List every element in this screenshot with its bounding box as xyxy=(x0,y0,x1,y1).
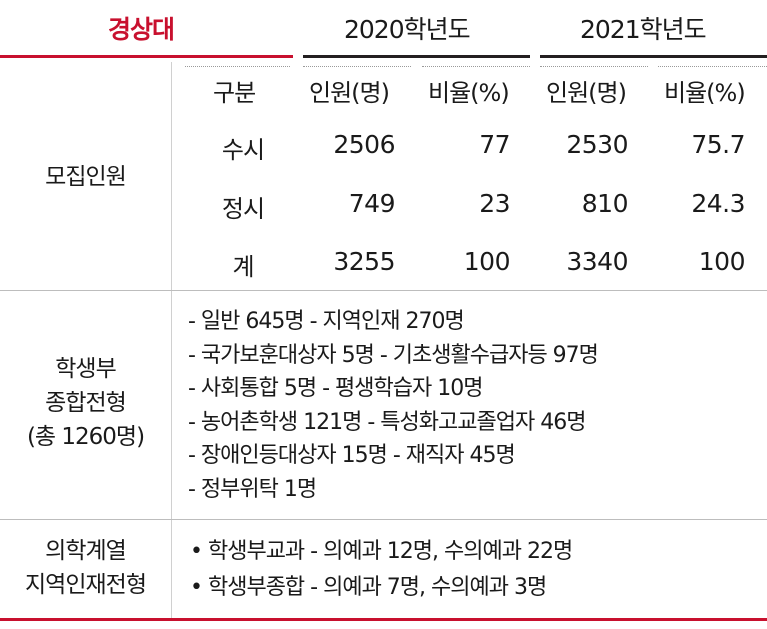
comprehensive-list: - 일반 645명 - 지역인재 270명 - 국가보훈대상자 5명 - 기초생… xyxy=(188,305,599,506)
cell-count-2020: 2506 xyxy=(333,130,395,159)
col-divider xyxy=(303,66,411,68)
year-2021-underline xyxy=(540,55,767,58)
col-divider xyxy=(658,66,767,68)
list-item: - 장애인등대상자 15명 - 재직자 45명 xyxy=(188,443,516,468)
list-item: - 일반 645명 - 지역인재 270명 xyxy=(188,309,465,334)
brand-underline xyxy=(0,55,293,58)
row-division: 수시 xyxy=(221,136,265,164)
comprehensive-label-line2: 종합전형 xyxy=(45,390,127,416)
comprehensive-label-line3: (총 1260명) xyxy=(26,424,145,450)
col-ratio-2020: 비율(%) xyxy=(428,79,510,107)
list-item: - 국가보훈대상자 5명 - 기초생활수급자등 97명 xyxy=(188,342,599,368)
col-divider xyxy=(422,66,530,68)
col-divider xyxy=(540,66,648,68)
col-division: 구분 xyxy=(213,79,256,107)
cell-count-2021: 810 xyxy=(581,189,629,218)
list-item: - 사회통합 5명 - 평생학습자 10명 xyxy=(188,376,483,401)
col-divider xyxy=(185,66,290,68)
label-column-divider xyxy=(171,520,172,618)
medical-label-line2: 지역인재전형 xyxy=(25,572,147,598)
medical-list: • 학생부교과 - 의예과 12명, 수의예과 22명 • 학생부종합 - 의예… xyxy=(190,534,573,606)
cell-ratio-2020: 100 xyxy=(463,247,511,276)
comprehensive-label-line1: 학생부 xyxy=(55,356,116,382)
section-divider xyxy=(0,519,767,520)
cell-ratio-2021: 75.7 xyxy=(691,130,745,159)
row-division: 정시 xyxy=(221,195,265,223)
cell-count-2020: 3255 xyxy=(333,247,395,276)
list-item: • 학생부교과 - 의예과 12명, 수의예과 22명 xyxy=(190,539,573,564)
year-2021-header: 2021학년도 xyxy=(580,15,707,44)
cell-ratio-2020: 77 xyxy=(479,130,510,159)
year-2020-header: 2020학년도 xyxy=(344,15,471,44)
section-divider xyxy=(0,290,767,291)
university-name: 경상대 xyxy=(108,15,175,44)
row-division: 계 xyxy=(232,253,254,281)
label-column-divider xyxy=(171,62,172,290)
cell-count-2020: 749 xyxy=(348,189,396,218)
col-ratio-2021: 비율(%) xyxy=(664,79,746,107)
comprehensive-label: 학생부 종합전형 (총 1260명) xyxy=(0,352,171,454)
cell-ratio-2021: 24.3 xyxy=(691,189,745,218)
medical-label: 의학계열 지역인재전형 xyxy=(0,534,171,602)
medical-label-line1: 의학계열 xyxy=(45,538,127,564)
cell-ratio-2021: 100 xyxy=(698,247,746,276)
cell-count-2021: 3340 xyxy=(566,247,628,276)
col-count-2021: 인원(명) xyxy=(546,79,627,107)
list-item: • 학생부종합 - 의예과 7명, 수의예과 3명 xyxy=(190,575,547,600)
year-2020-underline xyxy=(303,55,530,58)
label-column-divider xyxy=(171,291,172,519)
cell-count-2021: 2530 xyxy=(566,130,628,159)
recruitment-label: 모집인원 xyxy=(45,164,127,190)
cell-ratio-2020: 23 xyxy=(479,189,510,218)
col-count-2020: 인원(명) xyxy=(309,79,390,107)
list-item: - 정부위탁 1명 xyxy=(188,476,317,502)
bottom-rule xyxy=(0,618,767,621)
list-item: - 농어촌학생 121명 - 특성화고교졸업자 46명 xyxy=(188,409,586,435)
